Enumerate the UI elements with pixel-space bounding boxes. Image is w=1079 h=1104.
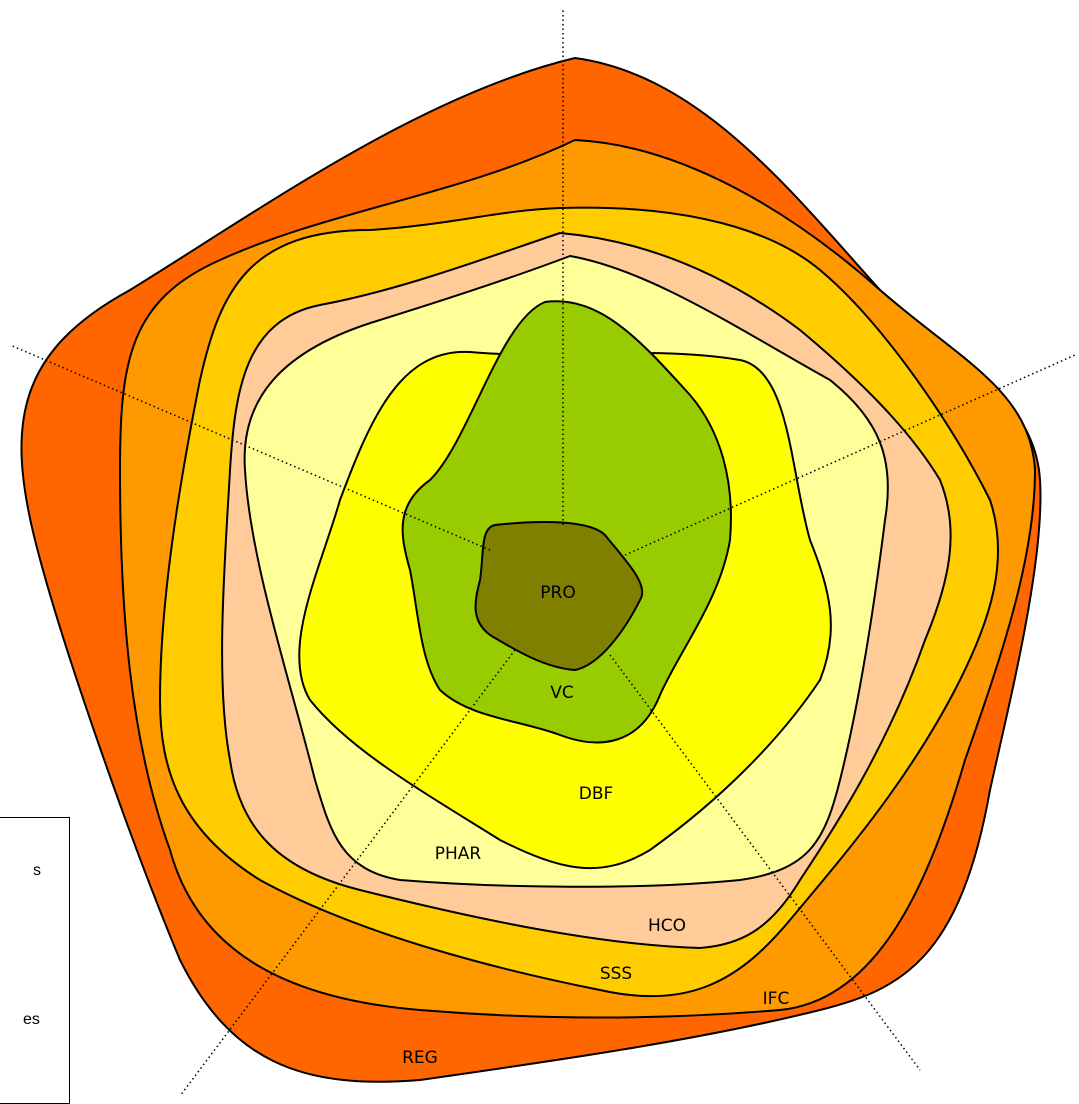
- layer-vc-shape: [401, 300, 732, 744]
- axis-upper-left: [9, 344, 491, 551]
- label-reg: REG: [402, 1048, 438, 1068]
- label-ifc: IFC: [763, 989, 790, 1009]
- legend-box: s es: [0, 817, 70, 1104]
- axis-upper-right: [624, 354, 1076, 556]
- label-sss: SSS: [600, 964, 632, 984]
- axis-lower-right: [609, 654, 921, 1071]
- label-hco: HCO: [648, 916, 686, 936]
- layer-pro-shape: [474, 521, 644, 672]
- legend-item-text: es: [23, 1011, 40, 1028]
- label-phar: PHAR: [435, 844, 482, 864]
- label-dbf: DBF: [579, 784, 614, 804]
- radial-axes: [9, 10, 1076, 1096]
- label-pro: PRO: [540, 583, 575, 603]
- label-vc: VC: [550, 683, 574, 703]
- axis-lower-left: [179, 649, 516, 1096]
- legend-item-text: s: [33, 862, 41, 879]
